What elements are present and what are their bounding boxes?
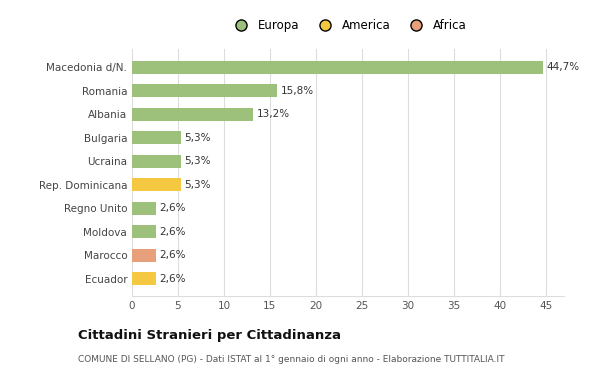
Text: 2,6%: 2,6% [160,250,186,260]
Text: 15,8%: 15,8% [281,86,314,96]
Legend: Europa, America, Africa: Europa, America, Africa [226,16,470,36]
Text: COMUNE DI SELLANO (PG) - Dati ISTAT al 1° gennaio di ogni anno - Elaborazione TU: COMUNE DI SELLANO (PG) - Dati ISTAT al 1… [78,355,505,364]
Text: Cittadini Stranieri per Cittadinanza: Cittadini Stranieri per Cittadinanza [78,329,341,342]
Text: 13,2%: 13,2% [257,109,290,119]
Text: 2,6%: 2,6% [160,227,186,237]
Text: 2,6%: 2,6% [160,203,186,213]
Text: 5,3%: 5,3% [184,133,211,142]
Text: 44,7%: 44,7% [547,62,580,72]
Bar [132,225,156,238]
Bar [132,131,181,144]
Text: 5,3%: 5,3% [184,180,211,190]
Bar [132,202,156,215]
Text: 5,3%: 5,3% [184,156,211,166]
Bar [132,84,277,97]
Bar [132,178,181,191]
Bar [132,61,543,74]
Text: 2,6%: 2,6% [160,274,186,284]
Bar [132,108,253,120]
Bar [132,272,156,285]
Bar [132,155,181,168]
Bar [132,249,156,262]
